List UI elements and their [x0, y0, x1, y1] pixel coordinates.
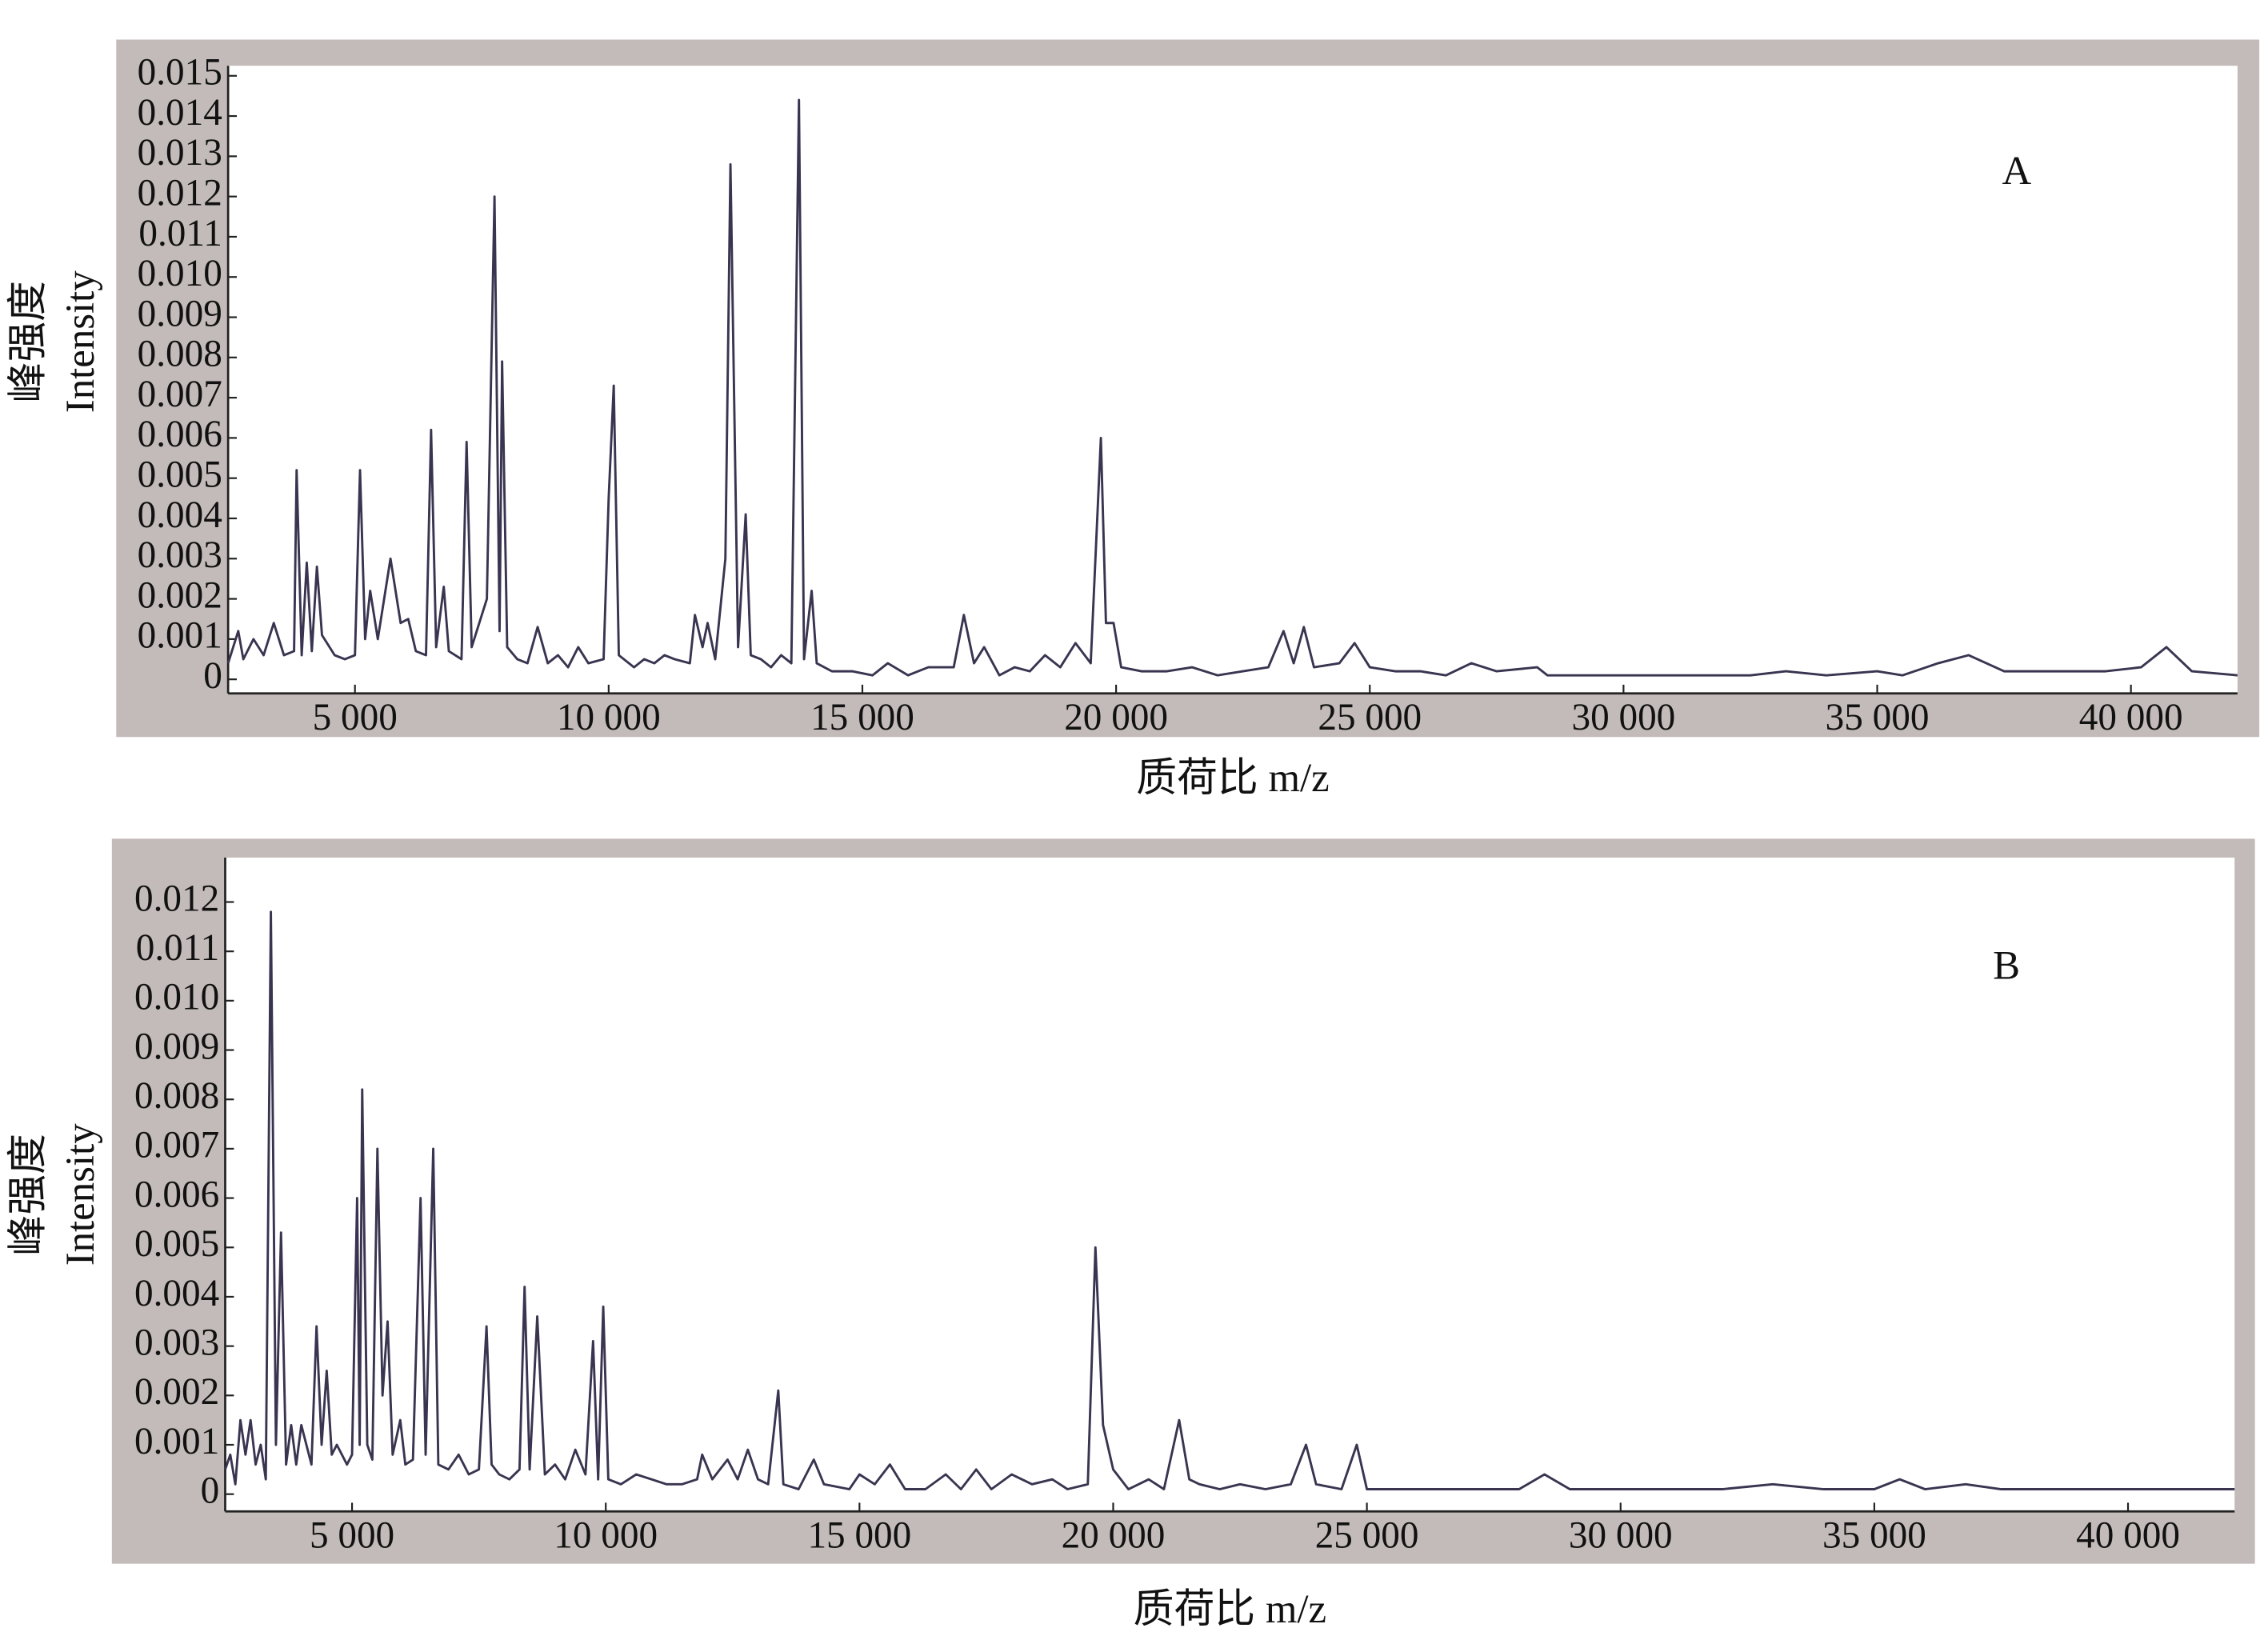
y-tick-label: 0.012	[134, 878, 219, 919]
x-tick-label: 10 000	[557, 697, 661, 738]
spectrum-line	[224, 910, 2235, 1490]
x-tick-label: 10 000	[554, 1515, 658, 1557]
y-tick-label: 0.008	[134, 1075, 219, 1117]
y-axis-title-cn: 峰强度	[6, 281, 50, 403]
y-tick-label: 0.005	[138, 454, 222, 496]
y-tick-label: 0.011	[138, 213, 222, 254]
y-axis-title: Intensity	[58, 1123, 102, 1266]
y-tick-label: 0.009	[138, 293, 222, 334]
spectrum-line	[226, 98, 2238, 677]
x-tick-label: 40 000	[2079, 697, 2183, 738]
x-tick-label: 35 000	[1826, 697, 1930, 738]
y-tick-label: 0.004	[138, 494, 222, 536]
y-tick-label: 0.002	[134, 1371, 219, 1413]
x-axis-title: 质荷比 m/z	[1134, 1586, 1326, 1631]
y-axis-title: Intensity	[58, 270, 102, 414]
y-tick-label: 0.001	[138, 615, 222, 657]
y-tick-label: 0.006	[138, 414, 222, 455]
y-tick-label: 0.002	[138, 574, 222, 616]
x-axis-title: 质荷比 m/z	[1136, 755, 1329, 800]
plot-area	[228, 66, 2238, 694]
y-tick-label: 0.015	[138, 52, 222, 94]
x-tick-label: 20 000	[1064, 697, 1168, 738]
y-axis-title-cn: 峰强度	[6, 1134, 50, 1256]
x-tick-label: 30 000	[1571, 697, 1675, 738]
x-tick-label: 15 000	[807, 1515, 911, 1557]
y-tick-label: 0.004	[134, 1273, 219, 1314]
panel-label: B	[1993, 943, 2020, 988]
y-tick-label: 0.013	[138, 132, 222, 174]
x-tick-label: 40 000	[2076, 1515, 2180, 1557]
y-tick-label: 0.010	[138, 253, 222, 294]
x-tick-label: 25 000	[1318, 697, 1422, 738]
y-tick-label: 0.008	[138, 334, 222, 375]
y-tick-label: 0.012	[138, 172, 222, 214]
y-tick-label: 0.009	[134, 1026, 219, 1067]
y-tick-label: 0.007	[134, 1125, 219, 1166]
y-tick-label: 0	[203, 655, 222, 697]
y-tick-label: 0.001	[134, 1421, 219, 1462]
y-tick-label: 0.014	[138, 92, 222, 134]
y-tick-label: 0.006	[134, 1174, 219, 1215]
y-tick-label: 0.007	[138, 374, 222, 415]
y-tick-label: 0.011	[136, 927, 219, 969]
x-tick-label: 5 000	[313, 697, 398, 738]
plot-area	[225, 857, 2235, 1512]
x-tick-label: 15 000	[810, 697, 914, 738]
y-tick-label: 0.005	[134, 1223, 219, 1265]
y-tick-label: 0.010	[134, 977, 219, 1018]
y-tick-label: 0.003	[138, 534, 222, 576]
x-tick-label: 35 000	[1822, 1515, 1926, 1557]
x-tick-label: 25 000	[1315, 1515, 1419, 1557]
panel-label: A	[2002, 148, 2031, 193]
y-tick-label: 0	[201, 1470, 220, 1512]
x-tick-label: 30 000	[1569, 1515, 1673, 1557]
x-tick-label: 5 000	[310, 1515, 394, 1557]
y-tick-label: 0.003	[134, 1322, 219, 1363]
x-tick-label: 20 000	[1062, 1515, 1166, 1557]
